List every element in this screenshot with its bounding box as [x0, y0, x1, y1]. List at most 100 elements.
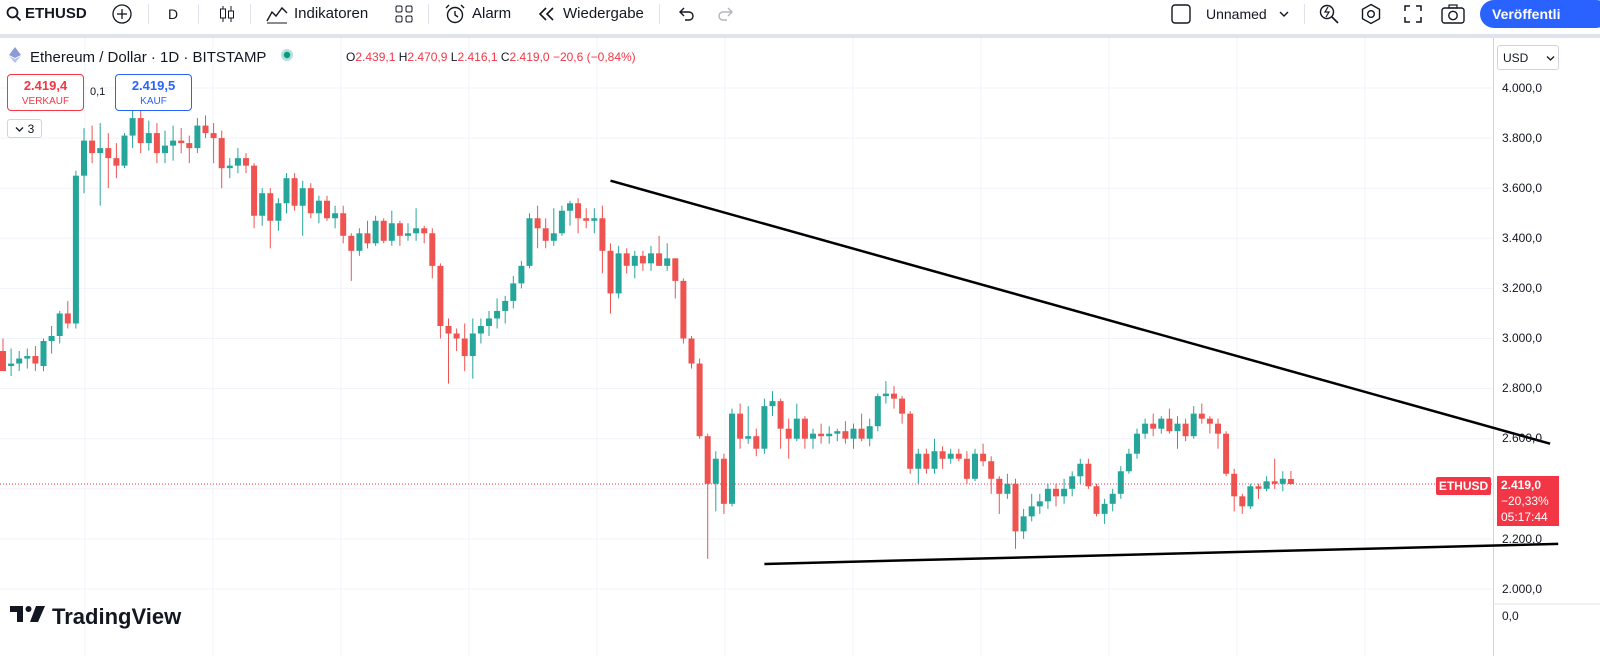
candle-body — [980, 453, 987, 462]
candle-body — [32, 356, 39, 364]
brand-name: TradingView — [52, 604, 182, 629]
candle-body — [243, 158, 249, 166]
ohlc-values: O2.439,1 H2.470,9 L2.416,1 C2.419,0 −20,… — [346, 50, 636, 64]
price-axis-label: 2.600,0 — [1502, 431, 1543, 445]
tradingview-logo[interactable]: TradingView — [10, 604, 181, 630]
candle-body — [56, 313, 63, 336]
candle-body — [891, 393, 897, 399]
candle-body — [81, 140, 87, 176]
candle-body — [129, 118, 136, 136]
alarm-clock-icon — [444, 3, 466, 25]
chart-area[interactable] — [0, 38, 1600, 656]
candle-body — [745, 436, 752, 439]
undo-icon — [676, 6, 696, 22]
buy-button[interactable]: 2.419,5 KAUF — [115, 74, 192, 111]
volume-axis-label: 0,0 — [1502, 609, 1519, 623]
indicators-button[interactable]: Indikatoren — [266, 0, 368, 27]
toolbar-divider — [659, 4, 660, 24]
open-key: O — [346, 50, 356, 64]
price-axis-label: 3.200,0 — [1502, 281, 1543, 295]
candle-body — [1085, 463, 1092, 487]
settings-button[interactable] — [1360, 0, 1382, 27]
candle-body — [923, 453, 930, 469]
candle-body — [1182, 423, 1189, 437]
candle-body — [251, 165, 258, 216]
top-toolbar: ETHUSD D Indikatoren Alarm Wiedergab — [0, 0, 1600, 30]
candle-body — [494, 310, 501, 319]
undo-button[interactable] — [676, 0, 696, 27]
snapshot-button[interactable] — [1440, 0, 1466, 27]
candle-body — [729, 413, 735, 504]
indicators-collapse-button[interactable]: 3 — [7, 119, 42, 138]
replay-button[interactable]: Wiedergabe — [537, 0, 644, 27]
candle-body — [1125, 453, 1132, 472]
candle-body — [834, 431, 841, 434]
candle-body — [307, 188, 314, 214]
candle-body — [1206, 418, 1213, 424]
price-axis-label: 3.000,0 — [1502, 331, 1543, 345]
candle-body — [340, 213, 347, 236]
gear-icon — [1360, 3, 1382, 25]
candle-body — [899, 398, 906, 414]
price-axis-label: 3.600,0 — [1502, 181, 1543, 195]
price-chart[interactable] — [0, 38, 1600, 656]
quick-search-button[interactable] — [1318, 0, 1340, 27]
interval-button[interactable]: D — [168, 5, 179, 22]
candle-body — [818, 433, 825, 437]
candle-body — [380, 220, 387, 241]
candle-body — [801, 418, 808, 439]
candle-body — [915, 453, 922, 469]
candle-body — [356, 233, 363, 251]
candle-body — [226, 165, 233, 169]
candle-body — [955, 453, 962, 459]
redo-button[interactable] — [716, 0, 736, 27]
layout-select[interactable]: Unnamed — [1170, 0, 1289, 27]
ticker-price-tag: ETHUSD — [1436, 477, 1491, 495]
candle-body — [72, 175, 79, 324]
candle-body — [1150, 423, 1157, 429]
candle-body — [737, 413, 744, 439]
publish-button[interactable]: Veröffentli — [1480, 0, 1600, 28]
chevron-down-icon — [1279, 10, 1289, 18]
candle-body — [1231, 473, 1238, 497]
candles-icon — [217, 4, 237, 24]
layouts-button[interactable] — [394, 0, 414, 27]
chart-type-button[interactable] — [217, 0, 237, 27]
currency-select[interactable]: USD — [1497, 45, 1559, 70]
layout-square-icon — [1170, 3, 1192, 25]
candle-body — [8, 363, 15, 367]
candle-body — [526, 218, 533, 266]
candle-body — [704, 436, 711, 484]
sell-button[interactable]: 2.419,4 VERKAUF — [7, 74, 84, 111]
trendline-lower — [764, 542, 1559, 566]
buy-label: KAUF — [140, 96, 167, 107]
candle-body — [1134, 433, 1140, 454]
candle-body — [631, 255, 638, 266]
fullscreen-button[interactable] — [1403, 0, 1423, 27]
candle-body — [623, 253, 630, 266]
candle-body — [40, 341, 47, 367]
candle-body — [461, 338, 468, 357]
candle-body — [324, 200, 330, 219]
symbol-search-button[interactable]: ETHUSD — [6, 0, 87, 27]
symbol-title: Ethereum / Dollar · 1D · BITSTAMP — [30, 48, 267, 66]
candle-body — [1279, 478, 1286, 484]
compare-button[interactable] — [111, 0, 133, 27]
candle-body — [396, 223, 403, 236]
redo-icon — [716, 6, 736, 22]
trendline-upper — [610, 179, 1551, 445]
price-axis-label: 2.000,0 — [1502, 582, 1543, 596]
ethereum-icon — [8, 47, 22, 67]
price-axis-label: 4.000,0 — [1502, 81, 1543, 95]
toolbar-divider — [148, 4, 149, 24]
candle-body — [558, 210, 565, 234]
low-value: 2.416,1 — [457, 50, 498, 64]
indicators-label: Indikatoren — [294, 5, 369, 22]
candle-body — [1044, 488, 1051, 502]
candle-body — [413, 228, 420, 234]
alert-button[interactable]: Alarm — [444, 0, 511, 27]
candle-body — [405, 233, 411, 236]
candle-body — [656, 253, 663, 266]
fullscreen-icon — [1403, 4, 1423, 24]
candle-body — [963, 458, 970, 479]
